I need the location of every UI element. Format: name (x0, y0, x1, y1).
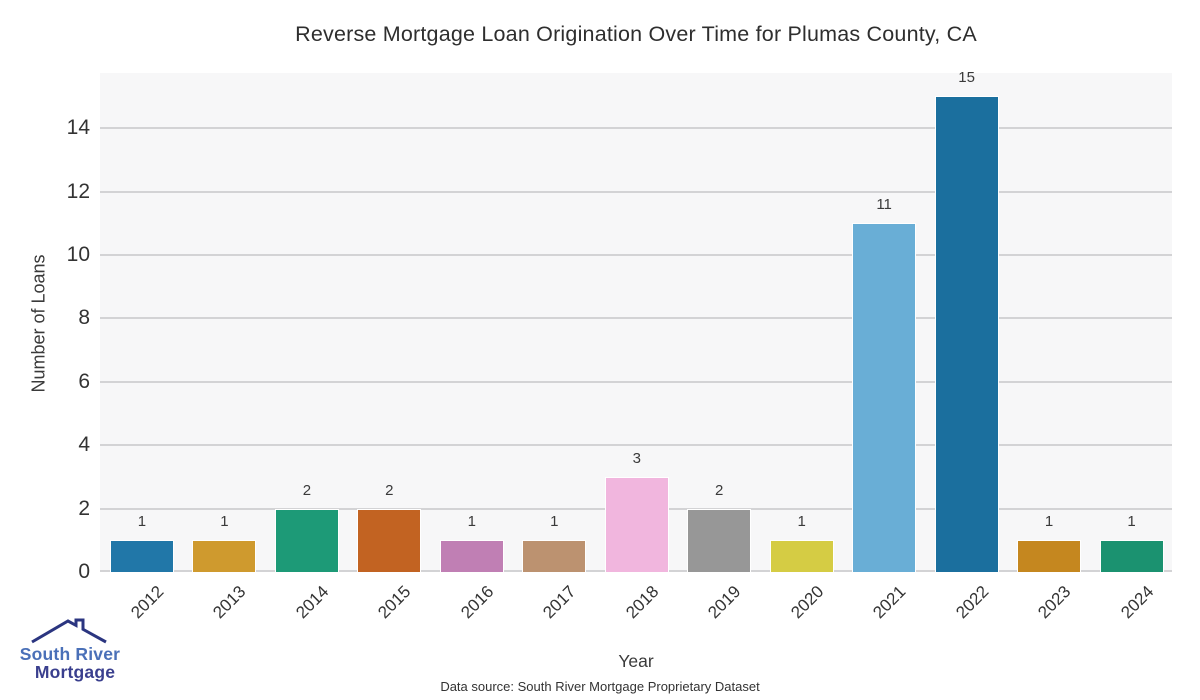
x-tick-label-2016: 2016 (457, 582, 498, 623)
x-tick-label-2023: 2023 (1034, 582, 1075, 623)
bar-value-label-2023: 1 (1044, 513, 1054, 531)
logo-text-line2: Mortgage (34, 662, 116, 683)
bar-value-label-2019: 2 (715, 481, 724, 499)
bar-value-label-2021: 11 (876, 196, 892, 214)
gridline-y-10 (100, 253, 1172, 256)
x-tick-label-2014: 2014 (292, 582, 333, 623)
bar-2013 (192, 540, 257, 572)
gridline-y-14 (100, 127, 1172, 130)
brand-logo: South River Mortgage (14, 618, 126, 682)
x-tick-label-2022: 2022 (951, 582, 993, 623)
y-tick-label-14: 14 (66, 116, 90, 140)
bar-value-label-2014: 2 (302, 481, 312, 499)
bar-value-label-2016: 1 (467, 513, 476, 531)
bar-value-label-2015: 2 (385, 481, 394, 499)
bar-2018 (604, 476, 669, 572)
gridline-y-4 (100, 444, 1172, 447)
gridline-y-6 (100, 380, 1172, 383)
x-tick-label-2019: 2019 (704, 582, 745, 623)
y-tick-label-12: 12 (66, 179, 90, 203)
bar-2021 (852, 223, 917, 572)
bar-value-label-2013: 1 (220, 513, 229, 531)
y-tick-label-0: 0 (78, 560, 90, 583)
bar-2022 (934, 96, 999, 572)
y-tick-label-8: 8 (78, 306, 90, 330)
y-tick-label-10: 10 (66, 242, 90, 266)
bar-2024 (1099, 540, 1164, 572)
bar-2012 (109, 540, 174, 572)
y-tick-label-4: 4 (78, 433, 90, 457)
chart-title: Reverse Mortgage Loan Origination Over T… (295, 22, 977, 46)
gridline-y-12 (100, 190, 1172, 193)
plot-area: 1 1 2 2 1 1 3 2 1 11 15 1 1 (100, 69, 1172, 572)
bar-2019 (687, 508, 752, 572)
bar-value-label-2020: 1 (797, 513, 806, 531)
x-tick-label-2012: 2012 (127, 582, 168, 623)
x-tick-label-2024: 2024 (1116, 582, 1157, 623)
x-tick-label-2013: 2013 (209, 582, 250, 623)
data-source-note: Data source: South River Mortgage Propri… (440, 679, 760, 694)
x-tick-label-2015: 2015 (374, 582, 415, 623)
x-tick-label-2017: 2017 (539, 582, 580, 623)
gridline-y-8 (100, 317, 1172, 320)
bar-value-label-2018: 3 (632, 449, 641, 467)
logo-text-line1: South River (19, 644, 121, 664)
x-tick-label-2018: 2018 (621, 582, 663, 623)
x-tick-label-2020: 2020 (786, 582, 828, 623)
bar-value-label-2017: 1 (550, 513, 559, 531)
y-tick-label-2: 2 (78, 496, 90, 520)
bar-2020 (769, 540, 834, 572)
bar-2014 (274, 508, 339, 572)
bar-value-label-2024: 1 (1127, 513, 1136, 531)
bar-2015 (357, 508, 422, 572)
bar-2023 (1017, 540, 1082, 572)
x-tick-label-2021: 2021 (869, 582, 910, 623)
bar-2016 (439, 540, 504, 572)
x-axis-title: Year (618, 651, 654, 671)
bar-2017 (522, 540, 587, 572)
bar-value-label-2022: 15 (958, 69, 975, 87)
house-roof-icon (31, 618, 107, 644)
y-tick-label-6: 6 (78, 369, 90, 393)
bar-value-label-2012: 1 (137, 513, 147, 531)
